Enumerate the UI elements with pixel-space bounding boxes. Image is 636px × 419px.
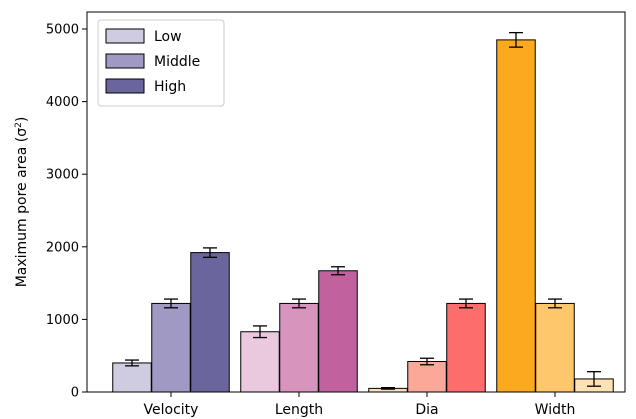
bar-high-length <box>318 270 358 393</box>
y-tick-label: 1000 <box>46 313 79 328</box>
bar-low-length <box>240 331 280 393</box>
y-axis: 0 1000 2000 3000 4000 5000 <box>46 23 87 401</box>
plot-frame <box>86 11 626 393</box>
legend-swatch <box>105 28 145 44</box>
y-axis-label: Maximum pore area (σ2) <box>14 117 30 288</box>
legend-label: High <box>154 79 186 95</box>
legend-label: Middle <box>154 54 200 70</box>
x-tick-label: Width <box>535 402 576 418</box>
y-tick-label: 4000 <box>46 95 79 110</box>
legend-label: Low <box>154 29 182 45</box>
bar-high-velocity <box>190 252 230 393</box>
x-axis: Velocity Length Dia Width <box>144 392 576 418</box>
legend: Low Middle High <box>97 19 225 107</box>
y-tick-label: 3000 <box>46 168 79 183</box>
bar-middle-dia <box>407 361 447 393</box>
legend-swatch <box>105 53 145 69</box>
x-tick-label: Length <box>275 402 323 418</box>
bar-middle-velocity <box>151 302 191 393</box>
bar-middle-length <box>279 302 319 393</box>
y-tick-label: 5000 <box>46 23 79 38</box>
y-tick-label: 2000 <box>46 240 79 255</box>
bar-high-dia <box>446 302 486 393</box>
x-tick-label: Velocity <box>144 402 199 418</box>
bar-middle-width <box>535 302 575 393</box>
legend-swatch <box>105 78 145 94</box>
x-tick-label: Dia <box>415 402 438 418</box>
y-tick-label: 0 <box>71 386 79 401</box>
bar-low-velocity <box>112 362 152 393</box>
errorbars-layer <box>125 31 601 390</box>
bar-low-width <box>496 39 536 393</box>
